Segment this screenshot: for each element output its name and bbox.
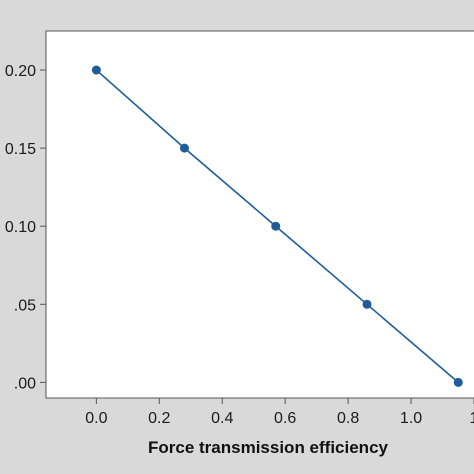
data-point [362,299,372,309]
data-point [179,143,189,153]
x-tick-label: 0.4 [211,410,233,427]
data-point [453,377,463,387]
plot-area [45,30,474,399]
y-tick-label: 0.20 [5,63,36,80]
x-tick-label: 0.0 [85,410,107,427]
x-tick-label: 0.8 [337,410,359,427]
data-point [91,65,101,75]
y-tick-label: 0.15 [5,141,36,158]
x-tick-label: 0.6 [274,410,296,427]
y-tick-label: 0.10 [5,219,36,236]
x-axis-title: Force transmission efficiency [148,438,389,457]
data-point [271,221,281,231]
x-tick-label: 0.2 [148,410,170,427]
y-tick-label: .00 [14,375,36,392]
series-layer [91,65,463,387]
x-tick-label: 1 [470,410,474,427]
y-axis-ticks: .00 .05 0.10 0.15 0.20 [5,63,46,392]
y-tick-label: .05 [14,297,36,314]
x-tick-label: 1.0 [400,410,422,427]
x-axis-ticks: 0.0 0.2 0.4 0.6 0.8 1.0 1 [85,398,474,427]
